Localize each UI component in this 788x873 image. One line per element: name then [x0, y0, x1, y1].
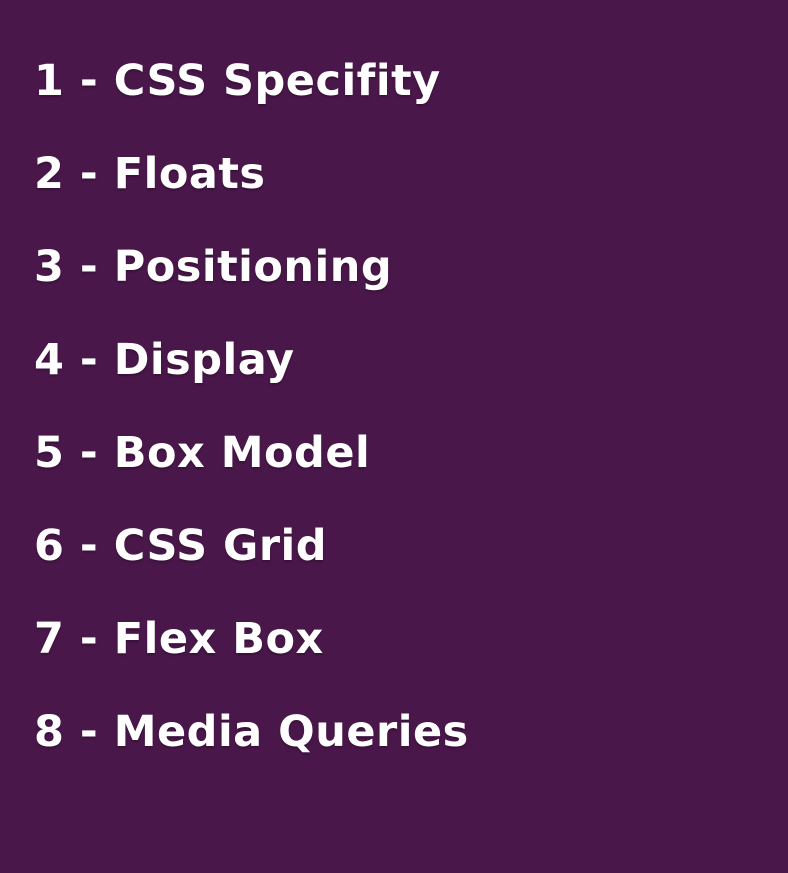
topic-item-flex-box: 7 - Flex Box [34, 614, 324, 664]
topic-item-display: 4 - Display [34, 335, 295, 385]
topic-item-box-model: 5 - Box Model [34, 428, 371, 478]
topic-item-css-specifity: 1 - CSS Specifity [34, 56, 441, 106]
topic-item-media-queries: 8 - Media Queries [34, 707, 469, 757]
topic-item-css-grid: 6 - CSS Grid [34, 521, 328, 571]
topic-list: 1 - CSS Specifity 2 - Floats 3 - Positio… [34, 50, 469, 794]
topic-item-positioning: 3 - Positioning [34, 242, 393, 292]
topic-item-floats: 2 - Floats [34, 149, 266, 199]
